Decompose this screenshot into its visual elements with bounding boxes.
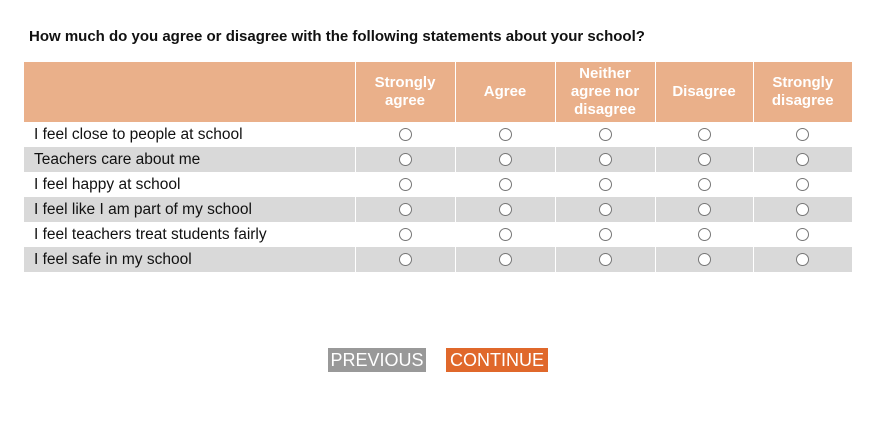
radio-cell <box>654 122 753 147</box>
radio-cell <box>354 122 455 147</box>
column-header: Strongly disagree <box>752 62 852 122</box>
radio-cell <box>752 147 852 172</box>
radio-button[interactable] <box>398 127 412 141</box>
radio-button[interactable] <box>598 177 612 191</box>
radio-button[interactable] <box>598 252 612 266</box>
radio-button[interactable] <box>697 227 711 241</box>
radio-button[interactable] <box>398 152 412 166</box>
radio-cell <box>554 172 655 197</box>
radio-button[interactable] <box>796 202 810 216</box>
radio-button[interactable] <box>796 127 810 141</box>
table-row: I feel teachers treat students fairly <box>24 222 852 247</box>
column-header: Strongly agree <box>354 62 455 122</box>
radio-cell <box>454 197 555 222</box>
radio-cell <box>554 197 655 222</box>
radio-button[interactable] <box>598 152 612 166</box>
radio-button[interactable] <box>796 227 810 241</box>
continue-button[interactable]: CONTINUE <box>446 348 548 372</box>
radio-button[interactable] <box>598 202 612 216</box>
table-row: I feel close to people at school <box>24 122 852 147</box>
radio-cell <box>654 197 753 222</box>
radio-button[interactable] <box>498 152 512 166</box>
radio-button[interactable] <box>598 227 612 241</box>
radio-button[interactable] <box>697 152 711 166</box>
radio-cell <box>354 247 455 272</box>
radio-cell <box>454 247 555 272</box>
radio-button[interactable] <box>498 177 512 191</box>
radio-button[interactable] <box>697 202 711 216</box>
statement-label: I feel safe in my school <box>24 247 355 272</box>
radio-cell <box>354 172 455 197</box>
radio-cell <box>454 147 555 172</box>
statement-label: I feel like I am part of my school <box>24 197 355 222</box>
radio-cell <box>752 122 852 147</box>
radio-cell <box>654 172 753 197</box>
radio-cell <box>354 222 455 247</box>
radio-cell <box>454 122 555 147</box>
radio-cell <box>752 247 852 272</box>
radio-cell <box>654 222 753 247</box>
radio-button[interactable] <box>498 202 512 216</box>
radio-cell <box>752 172 852 197</box>
radio-button[interactable] <box>598 127 612 141</box>
radio-button[interactable] <box>697 252 711 266</box>
radio-button[interactable] <box>398 177 412 191</box>
statement-label: I feel teachers treat students fairly <box>34 225 267 243</box>
table-row: I feel happy at school <box>24 172 852 197</box>
column-header: Neither agree nor disagree <box>554 62 655 122</box>
radio-button[interactable] <box>398 227 412 241</box>
radio-cell <box>354 197 455 222</box>
statement-label: I feel close to people at school <box>34 125 243 143</box>
column-header: Disagree <box>654 62 753 122</box>
radio-cell <box>554 147 655 172</box>
radio-button[interactable] <box>697 177 711 191</box>
likert-matrix: Strongly agree Agree Neither agree nor dis… <box>24 62 852 272</box>
radio-cell <box>554 222 655 247</box>
radio-button[interactable] <box>697 127 711 141</box>
radio-button[interactable] <box>498 127 512 141</box>
statement-label: I feel happy at school <box>34 175 181 193</box>
radio-cell <box>554 247 655 272</box>
radio-button[interactable] <box>398 202 412 216</box>
radio-cell <box>554 122 655 147</box>
radio-button[interactable] <box>498 227 512 241</box>
radio-cell <box>752 222 852 247</box>
table-row: I feel like I am part of my school <box>24 197 852 222</box>
column-header: Agree <box>454 62 555 122</box>
question-text: How much do you agree or disagree with t… <box>29 28 645 45</box>
radio-cell <box>454 222 555 247</box>
radio-cell <box>354 147 455 172</box>
radio-button[interactable] <box>796 177 810 191</box>
radio-button[interactable] <box>796 152 810 166</box>
radio-cell <box>654 247 753 272</box>
radio-cell <box>752 197 852 222</box>
table-row: Teachers care about me <box>24 147 852 172</box>
statement-label: Teachers care about me <box>24 147 355 172</box>
previous-button[interactable]: PREVIOUS <box>328 348 426 372</box>
header-blank <box>24 62 355 122</box>
radio-button[interactable] <box>796 252 810 266</box>
table-row: I feel safe in my school <box>24 247 852 272</box>
radio-cell <box>654 147 753 172</box>
radio-cell <box>454 172 555 197</box>
radio-button[interactable] <box>398 252 412 266</box>
radio-button[interactable] <box>498 252 512 266</box>
